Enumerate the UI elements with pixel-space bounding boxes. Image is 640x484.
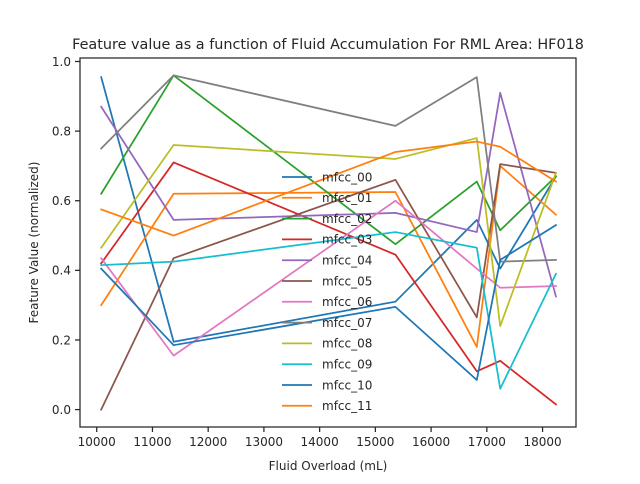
chart-title: Feature value as a function of Fluid Acc… [72,37,584,53]
legend: mfcc_00 mfcc_01 mfcc_02 mfcc_03 mfcc_04 mfcc_… [282,170,372,413]
x-axis: 10000 11000 12000 13000 14000 15000 16000 17000… [78,427,562,449]
series-line-mfcc_02 [99,74,558,246]
legend-label-mfcc_08: mfcc_08 [322,337,372,351]
y-tick-label: 0.2 [52,333,71,347]
x-tick-label: 14000 [301,435,339,449]
series-line-mfcc_08 [99,137,558,327]
x-tick-label: 12000 [189,435,227,449]
plot-frame [79,57,577,428]
legend-label-mfcc_10: mfcc_10 [322,378,372,392]
legend-label-mfcc_00: mfcc_00 [322,170,372,184]
legend-label-mfcc_02: mfcc_02 [322,212,372,226]
y-tick-label: 0.6 [52,194,71,208]
x-tick-label: 10000 [78,435,116,449]
x-tick-label: 18000 [523,435,561,449]
series-line-mfcc_05 [100,163,557,411]
y-tick-label: 0.8 [52,124,71,138]
legend-label-mfcc_04: mfcc_04 [322,254,372,268]
y-tick-label: 0.4 [52,264,71,278]
y-tick-label: 1.0 [52,55,71,69]
y-axis: 0.0 0.2 0.4 0.6 0.8 1.0 [52,55,80,417]
x-tick-label: 17000 [468,435,506,449]
legend-label-mfcc_01: mfcc_01 [322,191,372,205]
legend-label-mfcc_05: mfcc_05 [322,274,372,288]
plot-lines [99,74,558,411]
x-axis-label: Fluid Overload (mL) [269,459,388,473]
legend-label-mfcc_06: mfcc_06 [322,295,372,309]
y-tick-label: 0.0 [52,403,71,417]
series-line-mfcc_11 [100,140,558,237]
x-tick-label: 15000 [356,435,394,449]
series-line-mfcc_04 [99,91,558,298]
y-axis-label: Feature Value (normalized) [27,162,41,324]
legend-label-mfcc_03: mfcc_03 [322,233,372,247]
legend-label-mfcc_07: mfcc_07 [322,316,372,330]
x-tick-label: 13000 [245,435,283,449]
legend-label-mfcc_11: mfcc_11 [322,399,372,413]
legend-label-mfcc_09: mfcc_09 [322,358,372,372]
series-line-mfcc_06 [99,199,557,357]
series-line-mfcc_07 [99,74,557,263]
x-tick-label: 16000 [412,435,450,449]
x-tick-label: 11000 [133,435,171,449]
series-line-mfcc_10 [99,223,558,381]
series-line-mfcc_09 [100,231,558,390]
series-line-mfcc_01 [99,165,558,348]
